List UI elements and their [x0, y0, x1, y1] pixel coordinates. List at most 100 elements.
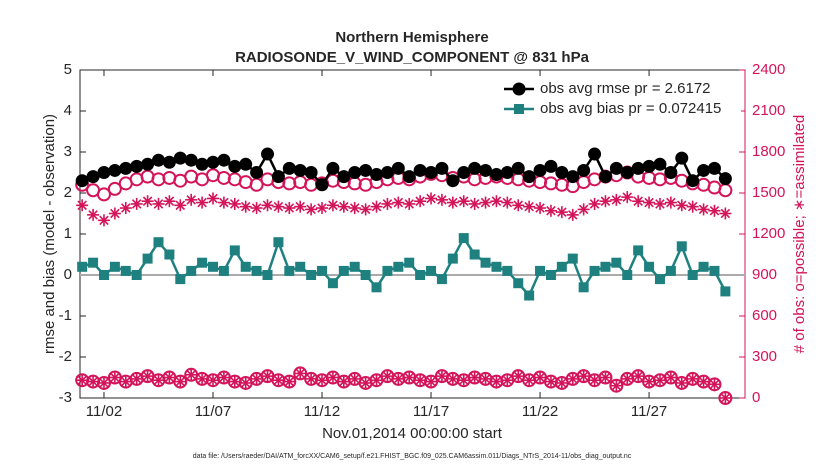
asterisk-stroke — [655, 199, 665, 209]
asterisk-stroke — [339, 376, 349, 387]
asterisk-stroke — [557, 207, 567, 217]
asterisk-stroke — [567, 210, 578, 220]
square — [578, 282, 589, 293]
marker — [141, 157, 155, 171]
y2-tick-label: 1500 — [752, 184, 785, 201]
marker — [512, 199, 525, 212]
marker — [391, 161, 405, 175]
asterisk-stroke — [88, 210, 98, 220]
marker — [697, 203, 710, 216]
square — [208, 261, 218, 272]
asterisk-stroke — [382, 371, 393, 381]
square — [382, 265, 393, 276]
square — [502, 265, 513, 276]
circle — [141, 157, 155, 171]
marker — [511, 161, 525, 175]
marker — [206, 155, 220, 169]
marker — [599, 195, 612, 208]
square — [98, 270, 109, 280]
asterisk-stroke — [77, 200, 87, 211]
marker — [153, 237, 164, 248]
marker — [534, 202, 547, 215]
square — [349, 261, 360, 272]
circle — [304, 166, 318, 179]
asterisk-stroke — [469, 372, 480, 383]
square — [633, 245, 644, 256]
marker — [589, 265, 600, 276]
square — [644, 261, 655, 272]
asterisk-stroke — [273, 375, 284, 385]
asterisk-stroke — [426, 376, 436, 387]
square — [600, 261, 611, 272]
asterisk-stroke — [197, 374, 207, 384]
asterisk-stroke — [306, 204, 316, 215]
asterisk-stroke — [164, 196, 175, 206]
marker — [196, 196, 209, 209]
square — [622, 270, 633, 280]
marker — [327, 278, 338, 289]
marker — [402, 170, 416, 184]
circle — [250, 166, 264, 179]
chart-title: Northern Hemisphere — [335, 29, 488, 46]
marker — [524, 290, 535, 301]
asterisk-stroke — [589, 199, 600, 209]
asterisk-stroke — [142, 371, 153, 381]
circle — [348, 166, 362, 179]
square — [514, 104, 524, 114]
circle — [326, 161, 340, 175]
square — [120, 265, 131, 276]
asterisk-stroke — [437, 195, 447, 205]
marker — [131, 270, 142, 280]
marker — [96, 187, 111, 202]
marker — [337, 200, 350, 213]
asterisk-stroke — [655, 375, 665, 385]
asterisk-stroke — [633, 196, 643, 206]
marker — [86, 374, 101, 389]
marker — [533, 163, 547, 177]
asterisk-stroke — [720, 393, 731, 403]
circle — [435, 161, 449, 175]
asterisk-stroke — [513, 200, 524, 211]
asterisk-stroke — [208, 375, 218, 385]
marker — [708, 204, 721, 217]
square — [338, 265, 349, 276]
square — [142, 253, 153, 264]
marker — [512, 82, 526, 96]
marker — [119, 161, 133, 175]
y-tick-label: 1 — [64, 225, 72, 242]
marker — [173, 151, 187, 165]
marker — [523, 200, 536, 213]
square — [284, 265, 295, 276]
marker — [349, 261, 360, 272]
circle — [555, 166, 569, 179]
asterisk-stroke — [240, 378, 251, 388]
square — [88, 257, 99, 268]
marker — [96, 375, 111, 390]
marker — [479, 163, 493, 177]
marker — [391, 371, 406, 386]
marker — [282, 374, 297, 389]
marker — [446, 196, 459, 209]
marker — [469, 249, 480, 260]
asterisk-stroke — [458, 196, 469, 206]
marker — [109, 261, 120, 272]
marker — [642, 374, 657, 389]
asterisk-stroke — [110, 208, 120, 219]
asterisk-stroke — [480, 374, 491, 384]
marker — [118, 374, 133, 389]
marker — [250, 166, 264, 179]
square — [262, 270, 273, 280]
marker — [709, 265, 720, 276]
marker — [163, 195, 176, 208]
marker — [272, 200, 285, 213]
circle — [653, 157, 667, 171]
marker — [514, 104, 524, 114]
marker — [598, 370, 613, 385]
marker — [283, 202, 296, 215]
marker — [588, 197, 601, 210]
marker — [228, 197, 241, 210]
asterisk-stroke — [524, 201, 534, 212]
circle — [675, 151, 689, 165]
marker — [107, 181, 122, 196]
